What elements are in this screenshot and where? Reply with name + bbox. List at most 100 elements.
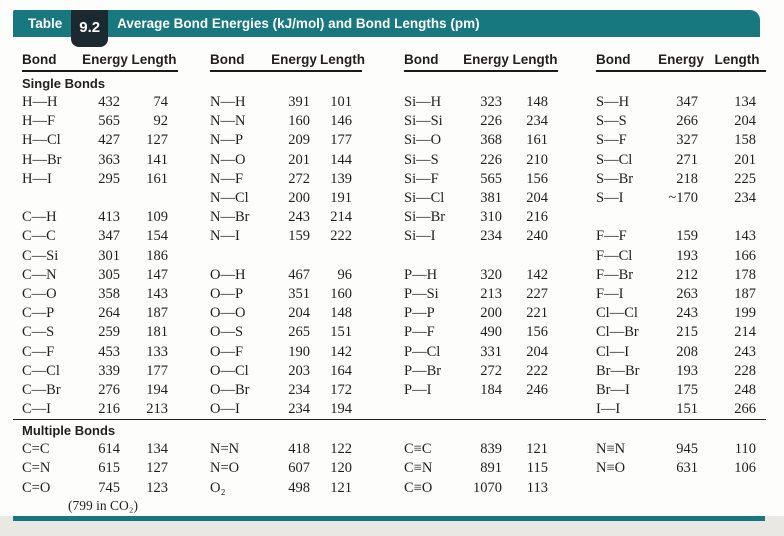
energy-cell: 323 (480, 94, 502, 111)
energy-cell: 175 (676, 381, 698, 398)
length-cell: 122 (330, 441, 352, 458)
energy-cell: 193 (676, 247, 698, 264)
header-length-2: Length (320, 48, 365, 72)
length-cell: 141 (146, 151, 168, 168)
energy-cell: 226 (480, 151, 502, 168)
energy-cell: 243 (288, 209, 310, 226)
length-cell: 74 (153, 94, 169, 111)
table-row: N—Cl 200 191 Si—Cl 381 204 S—I ~170 234 (13, 189, 766, 208)
table-number-badge: 9.2 (71, 10, 109, 47)
bond-cell: C—S (22, 324, 55, 341)
bond-cell: N≡O (596, 460, 626, 477)
length-cell (130, 189, 178, 208)
section-label-row: Single Bonds (13, 72, 766, 93)
bond-cell: Cl—I (596, 343, 630, 360)
energy-cell: 363 (98, 151, 120, 168)
length-cell: 113 (526, 479, 548, 496)
energy-cell: 266 (676, 113, 698, 130)
table-title: Average Bond Energies (kJ/mol) and Bond … (117, 16, 480, 31)
length-cell: 92 (153, 113, 169, 130)
length-cell: 148 (330, 305, 352, 322)
header-energy-4: Energy (654, 48, 708, 72)
energy-cell: 263 (676, 285, 698, 302)
length-cell: 139 (330, 170, 352, 187)
length-cell: 134 (734, 94, 756, 111)
length-cell (512, 247, 558, 266)
length-cell: 109 (146, 209, 168, 226)
bond-cell: Br—Br (596, 362, 640, 379)
energy-cell: 203 (288, 362, 310, 379)
bond-cell: Si—O (404, 132, 442, 149)
bond-cell: S—Cl (596, 151, 633, 168)
bond-cell: N—H (210, 94, 246, 111)
bond-cell (596, 208, 654, 227)
bond-cell: Si—H (404, 94, 442, 111)
bond-cell: O—O (210, 305, 246, 322)
header-bond-3: Bond (404, 48, 460, 72)
bond-cell: O—Cl (210, 362, 249, 379)
length-cell: 204 (526, 190, 548, 207)
bond-cell: F—I (596, 285, 624, 302)
length-cell: 178 (734, 266, 756, 283)
bond-cell: F—Cl (596, 247, 633, 264)
table-row: C—F 453 133 O—F 190 142 P—Cl 331 204 Cl—I 208 243 (13, 342, 766, 361)
energy-cell: 271 (676, 151, 698, 168)
length-cell: 164 (330, 362, 352, 379)
bond-cell: C—I (22, 401, 51, 418)
length-cell: 101 (330, 94, 352, 111)
length-cell: 161 (526, 132, 548, 149)
bond-cell: S—F (596, 132, 627, 149)
bond-cell: S—H (596, 94, 630, 111)
bond-cell (210, 247, 268, 266)
length-cell: 204 (526, 343, 548, 360)
table-row: H—Cl 427 127 N—P 209 177 Si—O 368 161 S—F 327 158 (13, 131, 766, 150)
energy-cell: 381 (480, 190, 502, 207)
energy-cell: 301 (98, 247, 120, 264)
length-cell: 158 (734, 132, 756, 149)
length-cell: 234 (734, 190, 756, 207)
length-cell: 166 (734, 247, 756, 264)
energy-cell: 159 (288, 228, 310, 245)
length-cell: 142 (330, 343, 352, 360)
length-cell: 248 (734, 381, 756, 398)
bond-cell: H—I (22, 170, 52, 187)
table-row: C—Br 276 194 O—Br 234 172 P—I 184 246 Br—I 175 248 (13, 381, 766, 400)
bond-cell: P—Si (404, 285, 439, 302)
bond-cell: P—Br (404, 362, 442, 379)
energy-cell: 614 (98, 441, 120, 458)
bond-cell: O—S (210, 324, 244, 341)
header-energy-3: Energy (460, 48, 512, 72)
table-row: H—H 432 74 N—H 391 101 Si—H 323 148 S—H 347 134 (13, 93, 766, 112)
length-cell: 243 (734, 343, 756, 360)
bond-cell: S—S (596, 113, 627, 130)
table-row: C=O 745 123 O₂ 498 121 C≡O 1070 113 (13, 479, 766, 498)
length-cell: 266 (734, 401, 756, 418)
energy-cell: 391 (288, 94, 310, 111)
length-cell: 127 (146, 132, 168, 149)
energy-cell: 327 (676, 132, 698, 149)
length-cell: 156 (526, 170, 548, 187)
footnote-row: (799 in CO₂) (13, 498, 766, 514)
energy-cell: 276 (98, 381, 120, 398)
energy-cell: 331 (480, 343, 502, 360)
length-cell: 187 (734, 285, 756, 302)
length-cell: 133 (146, 343, 168, 360)
energy-cell: 193 (676, 362, 698, 379)
bond-cell: N—Br (210, 209, 250, 226)
energy-cell: 159 (676, 228, 698, 245)
bond-cell: C—F (22, 343, 55, 360)
length-cell (512, 400, 558, 419)
energy-cell: 234 (288, 381, 310, 398)
bond-cell: Si—Br (404, 209, 446, 226)
bond-cell: F—F (596, 228, 627, 245)
energy-cell (460, 247, 512, 266)
bond-cell: N=N (210, 441, 240, 458)
bond-cell: O—F (210, 343, 244, 360)
energy-cell: 215 (676, 324, 698, 341)
bond-cell: H—H (22, 94, 58, 111)
table-row: C=N 615 127 N=O 607 120 C≡N 891 115 N≡O 631 106 (13, 459, 766, 478)
length-cell: 222 (330, 228, 352, 245)
bond-cell: C—Cl (22, 362, 60, 379)
energy-cell: 160 (288, 113, 310, 130)
length-cell: 144 (330, 151, 352, 168)
